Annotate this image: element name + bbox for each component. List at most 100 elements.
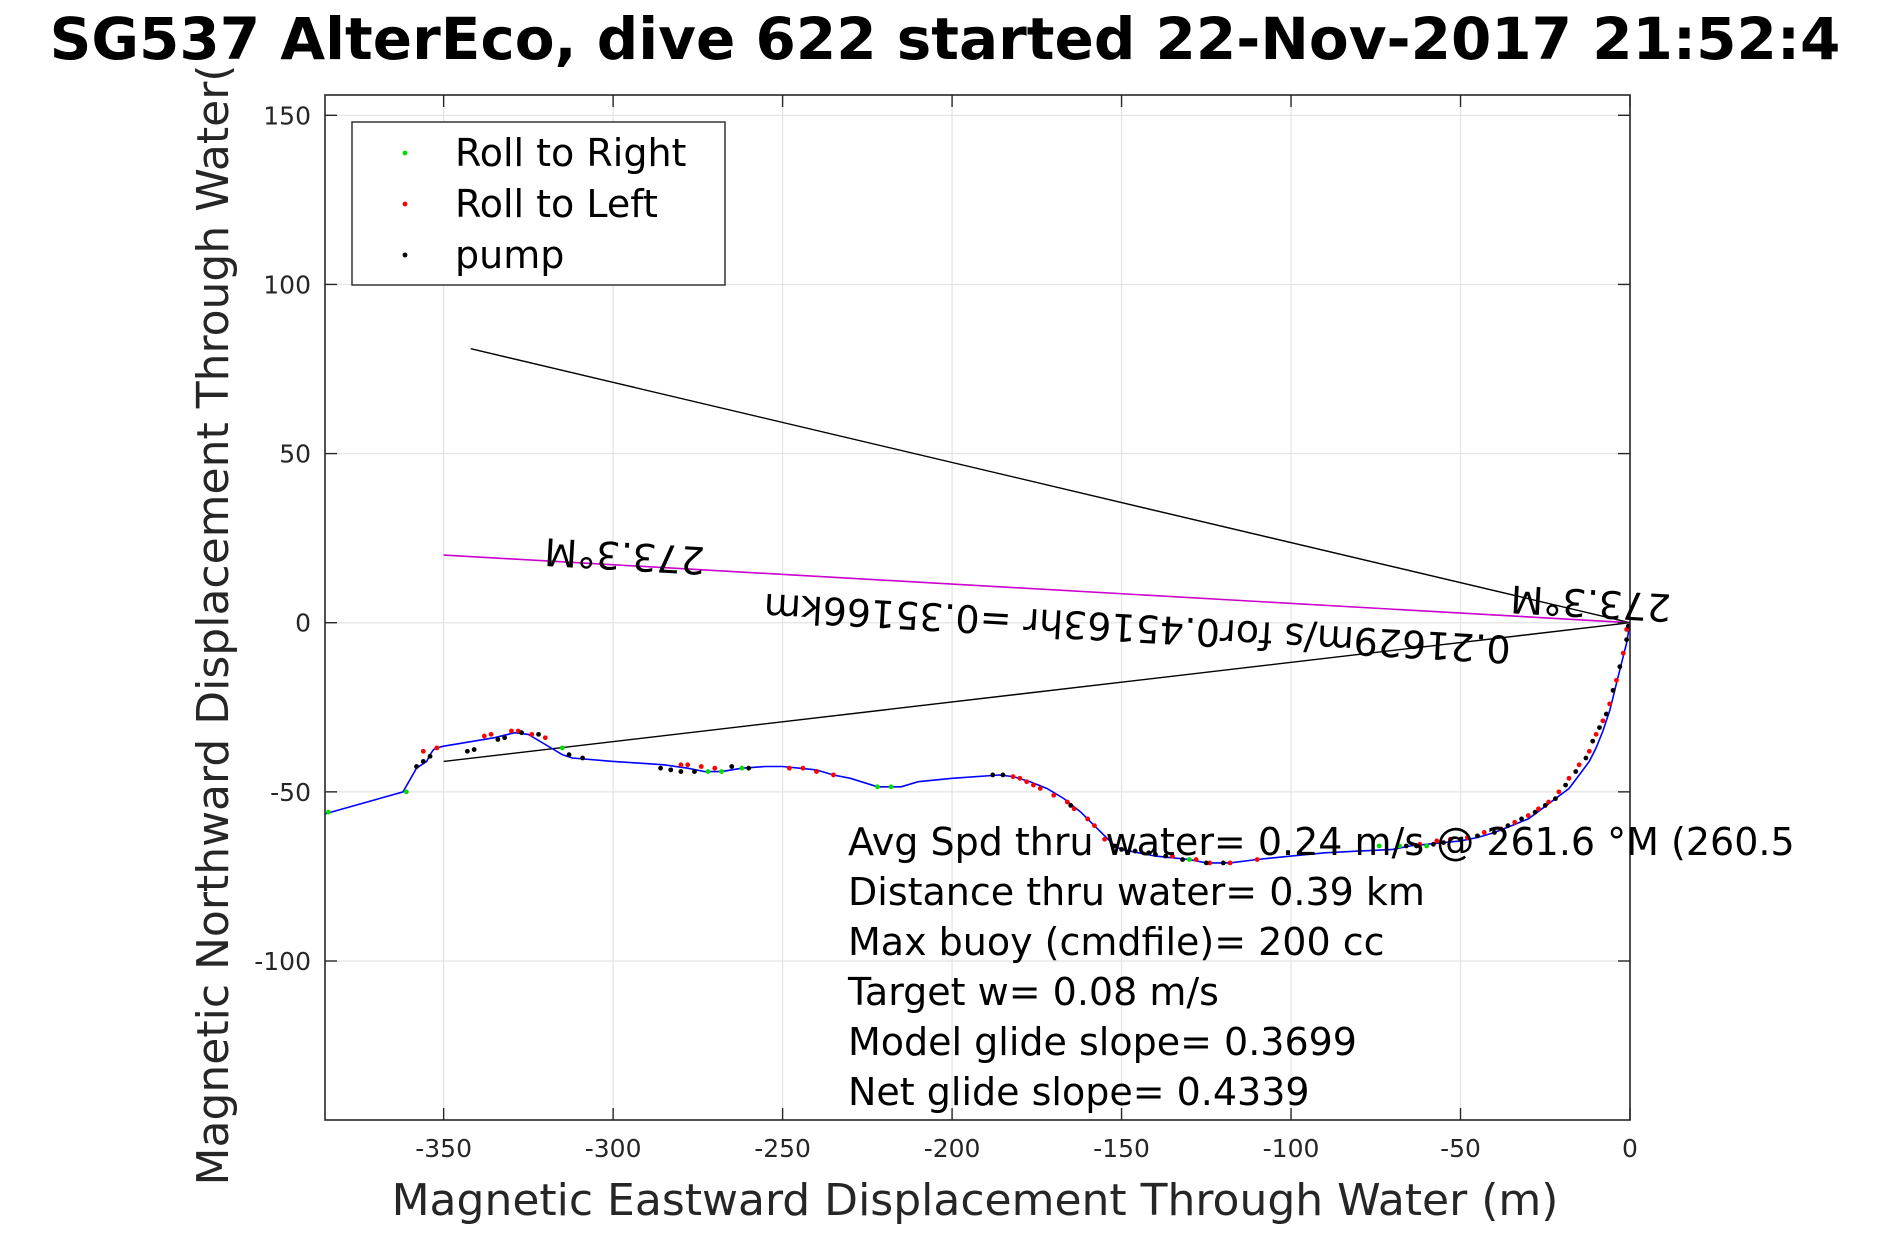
pump-point [990,772,996,778]
roll-left-point [786,765,792,771]
pump-point [678,769,684,774]
pump-point [1519,816,1524,822]
pump-point [1414,843,1419,849]
roll-right-point [1424,843,1430,849]
roll-left-point [1092,823,1097,829]
roll-left-point [685,762,691,768]
pump-point [1000,772,1006,778]
roll-left-point [1207,860,1213,866]
roll-left-point [1064,799,1070,805]
roll-right-point [559,745,565,751]
track-line [324,622,1631,864]
x-tick-label: 0 [1622,1134,1638,1163]
legend-label: pump [455,233,564,277]
pump-point [1203,860,1209,866]
roll-right-point [739,765,745,771]
roll-left-point [1434,838,1440,844]
roll-left-point [1037,786,1043,791]
roll-left-point [1593,731,1599,737]
y-tick-label: 0 [295,609,311,638]
pump-point [1458,836,1463,842]
y-tick-label: 50 [279,440,311,469]
pump-point [519,730,524,736]
stats-line: Distance thru water= 0.39 km [848,870,1425,914]
pump-point [1603,711,1609,717]
x-tick-label: -300 [585,1134,642,1163]
roll-right-point [403,789,409,795]
dive-track [324,622,1631,864]
roll-left-point [1447,836,1453,842]
heading-line [443,554,1631,624]
legend-marker [402,150,408,156]
roll-left-point [1546,799,1552,805]
stats-line: Model glide slope= 0.3699 [848,1020,1357,1064]
pump-point [1590,738,1596,744]
pump-point [1112,843,1118,849]
x-tick-label: -150 [1093,1134,1150,1163]
stats-line: Net glide slope= 0.4339 [848,1070,1310,1114]
roll-left-point [712,765,718,771]
pump-point [1505,823,1511,829]
roll-left-point [1586,748,1592,754]
roll-right-point [1376,843,1382,849]
x-tick-label: -100 [1263,1134,1320,1163]
roll-right-point [705,769,711,774]
pump-point [1220,860,1226,866]
pump-point [1624,637,1630,643]
pump-point [1163,853,1169,859]
roll-left-point [1576,762,1582,768]
roll-left-point [434,745,440,751]
fan-line [470,348,1631,624]
x-axis-label: Magnetic Eastward Displacement Through W… [392,1175,1559,1226]
pump-point [746,765,752,771]
pump-point [566,752,572,758]
pump-point [692,769,697,774]
pump-point [1573,769,1579,774]
pump-point [1068,802,1074,808]
pump-point [536,731,541,737]
pump-point [1431,841,1436,847]
x-tick-label: -250 [754,1134,811,1163]
pump-point [1553,796,1558,802]
stats-line: Avg Spd thru water= 0.24 m/s @ 261.6 °M … [848,820,1795,864]
roll-left-point [1254,857,1260,862]
fan-line [443,622,1631,763]
roll-left-point [800,765,806,771]
roll-left-point [678,762,684,768]
y-axis-label: Magnetic Northward Displacement Through … [188,65,239,1186]
legend-label: Roll to Right [455,131,686,175]
roll-right-point [1186,857,1192,862]
roll-left-point [1566,775,1572,781]
pump-point [414,764,419,769]
pump-point [1532,809,1538,815]
pump-point [729,764,735,769]
roll-left-point [1481,830,1487,835]
roll-left-point [1085,816,1091,822]
roll-left-point [1227,860,1233,866]
roll-left-point [1010,774,1016,780]
roll-left-point [1170,853,1175,859]
plot-frame [324,94,1631,1121]
roll-left-point [1031,782,1036,788]
legend-box [351,121,726,286]
pump-point [1617,664,1623,670]
pump-point [1492,830,1497,835]
roll-left-point [542,735,548,741]
roll-left-point [1614,677,1619,683]
axis-ticks: -350 -300 -250 -200 -150 -100 -50 0 150 100 50 0 -50… [254,95,1638,1163]
roll-left-point [831,772,836,778]
y-tick-label: 100 [263,270,311,299]
roll-left-point [1525,813,1531,818]
roll-left-point [529,731,535,737]
pump-point [1403,843,1409,849]
roll-right-point [875,784,880,790]
heading-label-far: 273.3°M [543,529,706,582]
pump-point [1610,687,1616,693]
heading-label-near: 273.3°M [1509,577,1672,630]
roll-left-point [698,764,704,769]
dive-stats: Avg Spd thru water= 0.24 m/s @ 261.6 °M … [847,820,1795,1114]
pump-point [1132,848,1138,854]
roll-left-point [1620,650,1626,656]
roll-left-point [1024,779,1030,785]
